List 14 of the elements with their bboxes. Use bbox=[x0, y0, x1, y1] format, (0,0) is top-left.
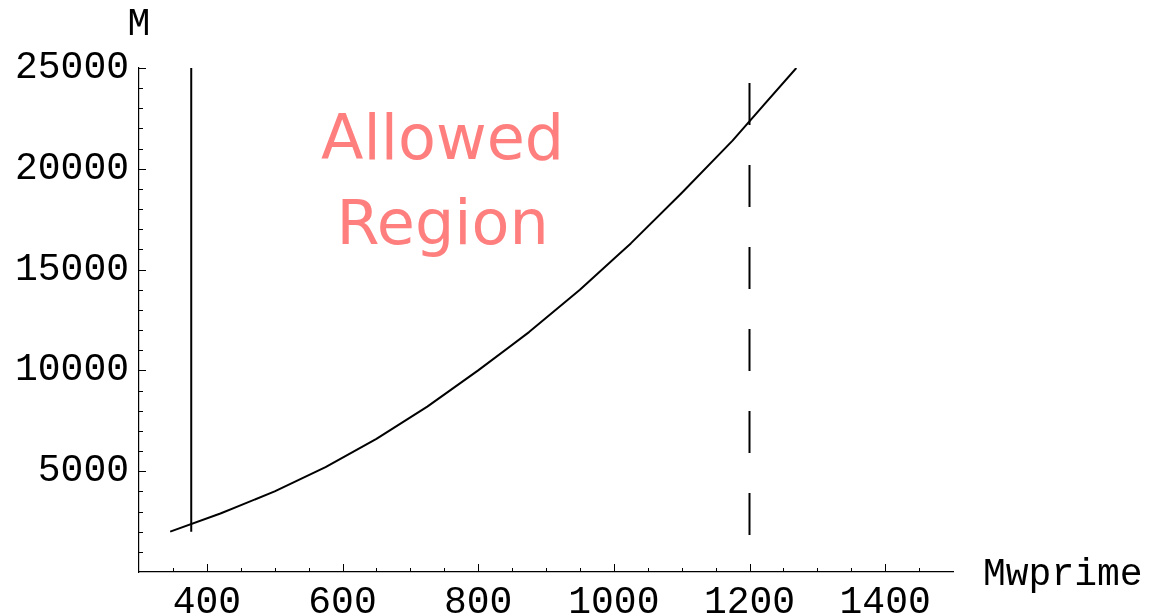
y-tick-label: 20000 bbox=[14, 146, 129, 190]
y-tick-label: 15000 bbox=[14, 247, 129, 291]
x-tick-label: 1400 bbox=[839, 580, 931, 613]
x-tick-label: 1200 bbox=[703, 580, 796, 613]
x-axis-title: Mwprime bbox=[983, 553, 1143, 597]
y-tick-label: 25000 bbox=[14, 46, 129, 90]
y-tick-label: 10000 bbox=[14, 348, 129, 392]
y-axis-title: M bbox=[127, 3, 151, 47]
x-tick-label: 1000 bbox=[568, 580, 660, 613]
x-tick-label: 800 bbox=[443, 580, 513, 613]
x-tick-label: 600 bbox=[308, 580, 377, 613]
annotation: Allowed Region bbox=[321, 101, 565, 260]
y-tick-label: 5000 bbox=[37, 449, 129, 493]
x-tick-label: 400 bbox=[172, 580, 242, 613]
